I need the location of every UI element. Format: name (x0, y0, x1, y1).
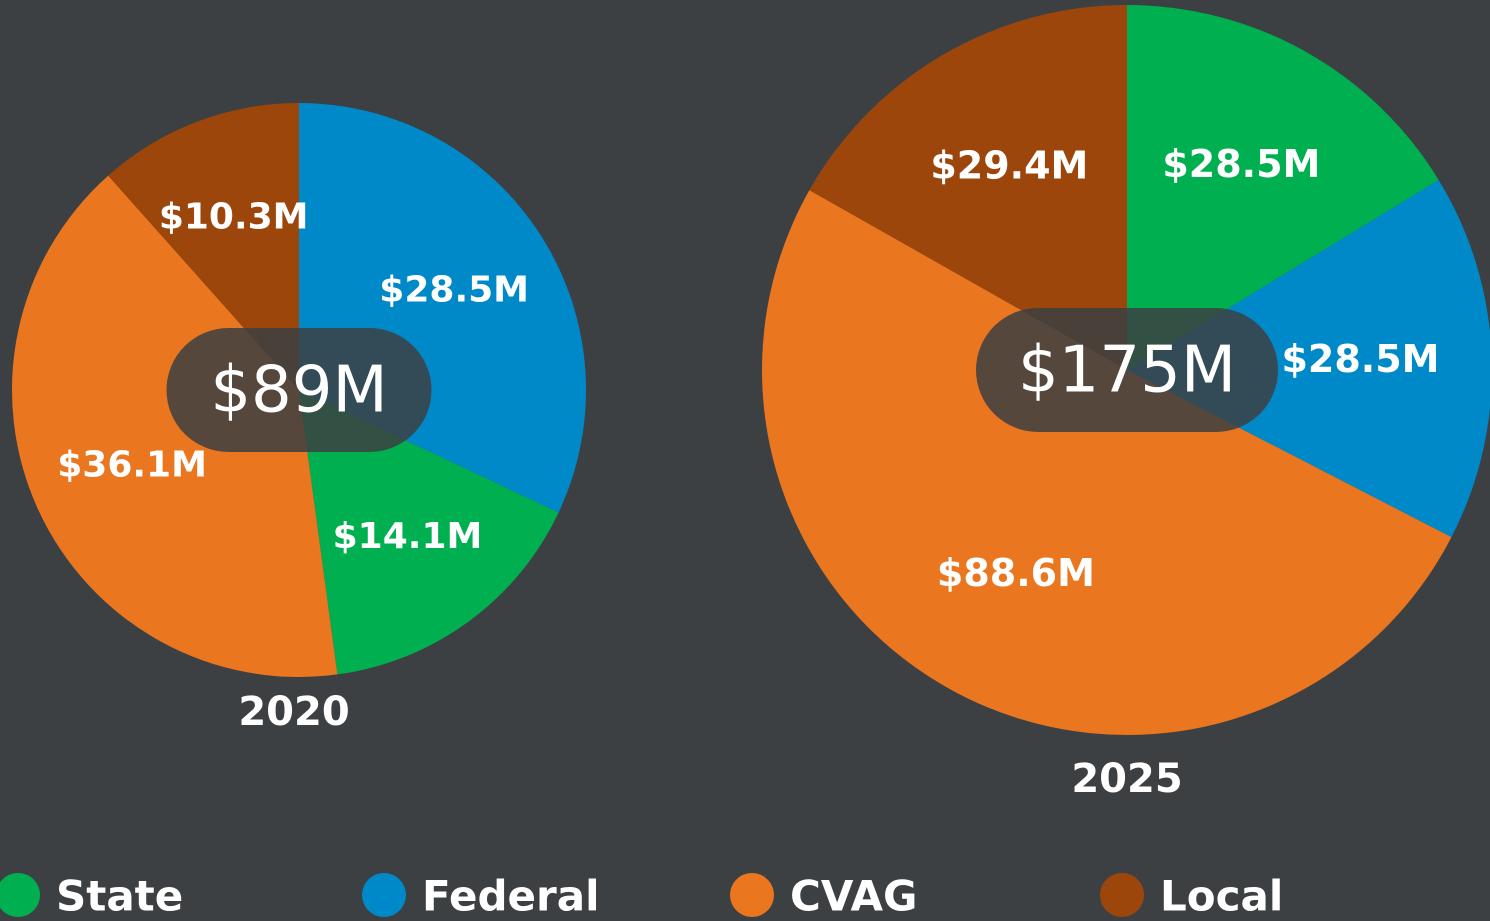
legend-swatch (1100, 873, 1144, 917)
pie-slice (299, 390, 559, 675)
total-label: $175M (1018, 334, 1236, 408)
pie-slice (762, 190, 1452, 735)
chart-title: 2020 (238, 689, 349, 735)
data-label: $14.1M (333, 516, 483, 557)
legend-label: CVAG (790, 872, 917, 921)
total-pill (976, 308, 1278, 432)
data-label: $10.3M (159, 196, 309, 237)
pie-slice (11, 175, 338, 677)
data-label: $29.4M (930, 144, 1088, 188)
data-label: $28.5M (1162, 142, 1320, 186)
pie-slice (108, 103, 300, 390)
data-label: $28.5M (1281, 337, 1439, 381)
pie-slice (1127, 179, 1490, 538)
legend-swatch (362, 873, 406, 917)
data-label: $28.5M (379, 270, 529, 311)
total-label: $89M (210, 354, 387, 428)
data-label: $88.6M (937, 551, 1095, 595)
legend-label: Local (1160, 872, 1283, 921)
legend-label: State (56, 872, 183, 921)
legend-swatch (0, 873, 40, 917)
data-label: $36.1M (57, 445, 207, 486)
pie-slice (809, 5, 1127, 370)
chart-title: 2025 (1071, 756, 1182, 802)
legend-swatch (730, 873, 774, 917)
pie-slice (1127, 5, 1439, 370)
total-pill (166, 328, 432, 452)
legend-label: Federal (422, 872, 599, 921)
